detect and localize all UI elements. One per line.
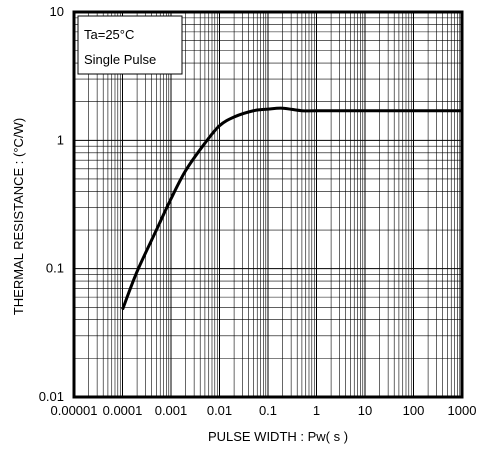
x-axis-title: PULSE WIDTH : Pw( s ) [208,429,348,444]
tick-labels: 0.00001 0.0001 0.001 0.01 0.1 1 10 100 1000 0.01 0… [39,4,477,418]
x-tick-label: 1 [313,403,320,418]
thermal-resistance-curve [121,106,462,311]
x-tick-label: 1000 [448,403,477,418]
y-tick-label: 0.01 [39,389,64,404]
y-axis-title: THERMAL RESISTANCE : (°C/W) [11,118,26,315]
data-series [121,106,462,311]
x-tick-label: 10 [358,403,372,418]
grid-lines [73,12,462,398]
y-tick-label: 1 [57,132,64,147]
x-tick-label: 100 [403,403,425,418]
annotation-box: Ta=25°C Single Pulse [77,15,183,75]
annotation-pulse-type: Single Pulse [84,52,156,67]
x-tick-label: 0.00001 [51,403,98,418]
y-tick-label: 10 [50,4,64,19]
x-tick-label: 0.01 [207,403,232,418]
annotation-temperature: Ta=25°C [84,27,134,42]
x-tick-label: 0.0001 [103,403,143,418]
x-tick-label: 0.1 [259,403,277,418]
y-tick-label: 0.1 [46,261,64,276]
annotation-frame [77,15,183,75]
plot-frame [72,10,464,399]
x-tick-label: 0.001 [155,403,188,418]
